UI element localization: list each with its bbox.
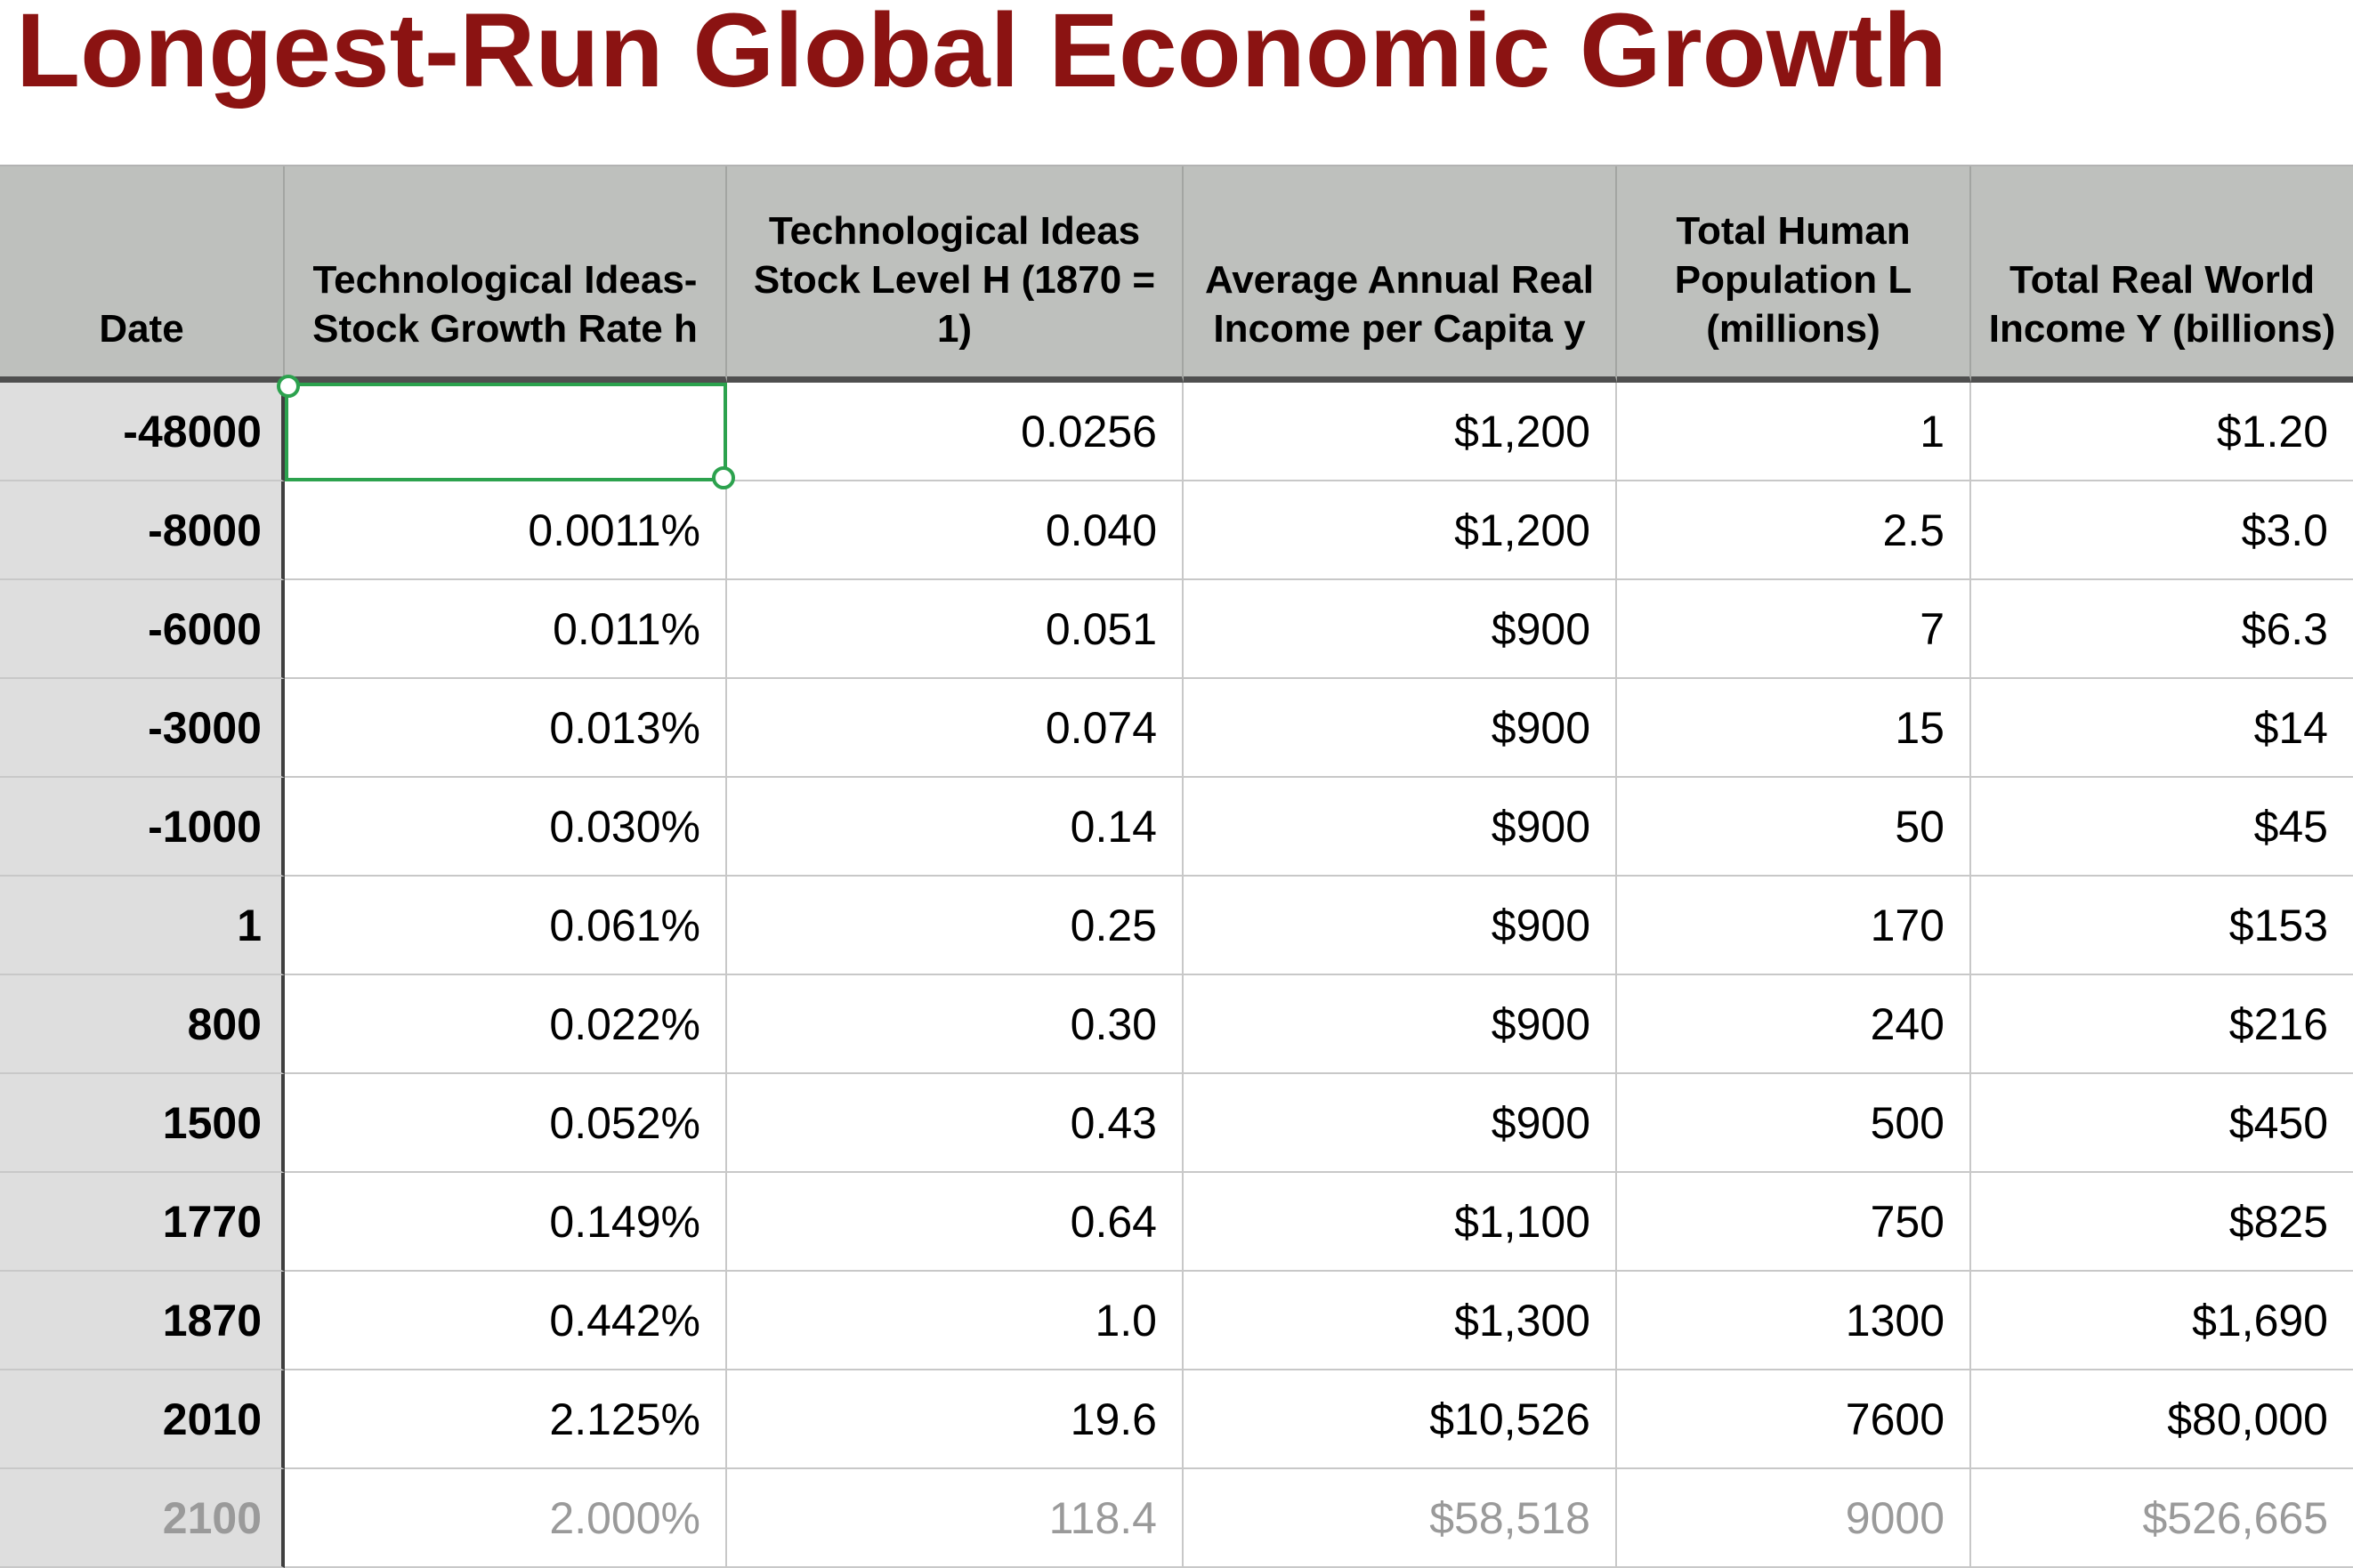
cell-growth-rate-h[interactable]: 2.125% <box>285 1370 727 1469</box>
cell-date[interactable]: 1870 <box>0 1272 285 1370</box>
cell-world-income[interactable]: $3.0 <box>1971 481 2353 580</box>
cell-growth-rate-h[interactable]: 0.011% <box>285 580 727 679</box>
cell-world-income[interactable]: $6.3 <box>1971 580 2353 679</box>
cell-population[interactable]: 15 <box>1617 679 1971 778</box>
cell-population[interactable]: 1300 <box>1617 1272 1971 1370</box>
cell-population[interactable]: 500 <box>1617 1074 1971 1173</box>
cell-income-per-capita[interactable]: $1,200 <box>1184 481 1617 580</box>
page-title: Longest-Run Global Economic Growth <box>16 0 1947 109</box>
cell-income-per-capita[interactable]: $900 <box>1184 679 1617 778</box>
cell-ideas-stock-level[interactable]: 1.0 <box>727 1272 1184 1370</box>
cell-world-income[interactable]: $14 <box>1971 679 2353 778</box>
cell-world-income[interactable]: $526,665 <box>1971 1469 2353 1568</box>
cell-population[interactable]: 9000 <box>1617 1469 1971 1568</box>
cell-date[interactable]: -3000 <box>0 679 285 778</box>
cell-growth-rate-h[interactable]: 0.061% <box>285 877 727 975</box>
cell-ideas-stock-level[interactable]: 0.64 <box>727 1173 1184 1272</box>
cell-ideas-stock-level[interactable]: 0.14 <box>727 778 1184 877</box>
cell-ideas-stock-level[interactable]: 118.4 <box>727 1469 1184 1568</box>
cell-ideas-stock-level[interactable]: 0.040 <box>727 481 1184 580</box>
cell-growth-rate-h[interactable]: 0.052% <box>285 1074 727 1173</box>
cell-population[interactable]: 240 <box>1617 975 1971 1074</box>
cell-income-per-capita[interactable]: $1,300 <box>1184 1272 1617 1370</box>
cell-population[interactable]: 750 <box>1617 1173 1971 1272</box>
cell-ideas-stock-level[interactable]: 0.0256 <box>727 383 1184 481</box>
cell-income-per-capita[interactable]: $900 <box>1184 580 1617 679</box>
cell-population[interactable]: 7600 <box>1617 1370 1971 1469</box>
cell-date[interactable]: -8000 <box>0 481 285 580</box>
cell-ideas-stock-level[interactable]: 0.051 <box>727 580 1184 679</box>
column-header-ideas-stock-level[interactable]: Technological Ideas Stock Level H (1870 … <box>727 166 1184 383</box>
cell-growth-rate-h[interactable]: 2.000% <box>285 1469 727 1568</box>
cell-world-income[interactable]: $825 <box>1971 1173 2353 1272</box>
cell-growth-rate-h[interactable] <box>285 383 727 481</box>
column-header-growth-rate-h[interactable]: Technological Ideas-Stock Growth Rate h <box>285 166 727 383</box>
cell-population[interactable]: 1 <box>1617 383 1971 481</box>
cell-date[interactable]: 1 <box>0 877 285 975</box>
cell-date[interactable]: 2100 <box>0 1469 285 1568</box>
economic-growth-table: Date Technological Ideas-Stock Growth Ra… <box>0 165 2353 1568</box>
cell-date[interactable]: 1770 <box>0 1173 285 1272</box>
cell-date[interactable]: -1000 <box>0 778 285 877</box>
cell-ideas-stock-level[interactable]: 19.6 <box>727 1370 1184 1469</box>
cell-date[interactable]: 2010 <box>0 1370 285 1469</box>
cell-income-per-capita[interactable]: $1,200 <box>1184 383 1617 481</box>
cell-population[interactable]: 50 <box>1617 778 1971 877</box>
cell-growth-rate-h[interactable]: 0.149% <box>285 1173 727 1272</box>
cell-income-per-capita[interactable]: $900 <box>1184 1074 1617 1173</box>
cell-income-per-capita[interactable]: $900 <box>1184 778 1617 877</box>
cell-income-per-capita[interactable]: $1,100 <box>1184 1173 1617 1272</box>
cell-ideas-stock-level[interactable]: 0.25 <box>727 877 1184 975</box>
cell-income-per-capita[interactable]: $900 <box>1184 877 1617 975</box>
cell-population[interactable]: 2.5 <box>1617 481 1971 580</box>
cell-ideas-stock-level[interactable]: 0.43 <box>727 1074 1184 1173</box>
cell-growth-rate-h[interactable]: 0.442% <box>285 1272 727 1370</box>
cell-date[interactable]: 800 <box>0 975 285 1074</box>
cell-income-per-capita[interactable]: $58,518 <box>1184 1469 1617 1568</box>
cell-date[interactable]: -48000 <box>0 383 285 481</box>
cell-world-income[interactable]: $153 <box>1971 877 2353 975</box>
cell-income-per-capita[interactable]: $900 <box>1184 975 1617 1074</box>
cell-income-per-capita[interactable]: $10,526 <box>1184 1370 1617 1469</box>
cell-ideas-stock-level[interactable]: 0.30 <box>727 975 1184 1074</box>
column-header-population[interactable]: Total Human Population L (millions) <box>1617 166 1971 383</box>
column-header-world-income[interactable]: Total Real World Income Y (billions) <box>1971 166 2353 383</box>
cell-world-income[interactable]: $1.20 <box>1971 383 2353 481</box>
cell-growth-rate-h[interactable]: 0.030% <box>285 778 727 877</box>
cell-world-income[interactable]: $216 <box>1971 975 2353 1074</box>
cell-population[interactable]: 7 <box>1617 580 1971 679</box>
cell-date[interactable]: 1500 <box>0 1074 285 1173</box>
column-header-date[interactable]: Date <box>0 166 285 383</box>
cell-ideas-stock-level[interactable]: 0.074 <box>727 679 1184 778</box>
cell-world-income[interactable]: $45 <box>1971 778 2353 877</box>
cell-growth-rate-h[interactable]: 0.0011% <box>285 481 727 580</box>
cell-date[interactable]: -6000 <box>0 580 285 679</box>
cell-world-income[interactable]: $80,000 <box>1971 1370 2353 1469</box>
cell-growth-rate-h[interactable]: 0.013% <box>285 679 727 778</box>
column-header-income-per-capita[interactable]: Average Annual Real Income per Capita y <box>1184 166 1617 383</box>
cell-growth-rate-h[interactable]: 0.022% <box>285 975 727 1074</box>
cell-world-income[interactable]: $450 <box>1971 1074 2353 1173</box>
cell-world-income[interactable]: $1,690 <box>1971 1272 2353 1370</box>
cell-population[interactable]: 170 <box>1617 877 1971 975</box>
